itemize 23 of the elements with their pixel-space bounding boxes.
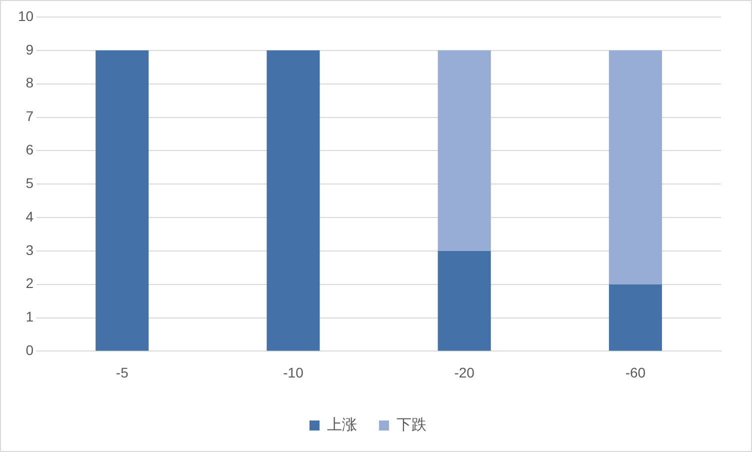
- x-tick-label: -10: [283, 364, 304, 380]
- bar: [96, 50, 149, 351]
- x-tick-label: -20: [454, 364, 475, 380]
- y-tick-label: 2: [26, 275, 34, 292]
- legend-label: 上涨: [327, 415, 357, 434]
- y-tick-label: 9: [26, 41, 34, 58]
- bar: [608, 284, 662, 351]
- bar: [438, 50, 491, 251]
- y-tick-label: 6: [26, 142, 34, 158]
- x-tick-label: -60: [625, 364, 646, 380]
- y-tick-label: 3: [26, 242, 34, 258]
- legend-label: 下跌: [396, 415, 426, 434]
- y-tick-label: 7: [26, 108, 34, 124]
- x-tick-label: -5: [116, 364, 129, 380]
- bar: [438, 250, 491, 351]
- bar: [608, 50, 662, 284]
- y-tick-label: 5: [26, 174, 34, 191]
- y-tick-label: 8: [26, 74, 34, 91]
- y-tick-label: 1: [26, 308, 34, 325]
- y-tick-label: 4: [26, 208, 34, 224]
- y-tick-label: 0: [26, 342, 34, 358]
- bar: [266, 50, 320, 351]
- y-tick-label: 10: [18, 8, 34, 24]
